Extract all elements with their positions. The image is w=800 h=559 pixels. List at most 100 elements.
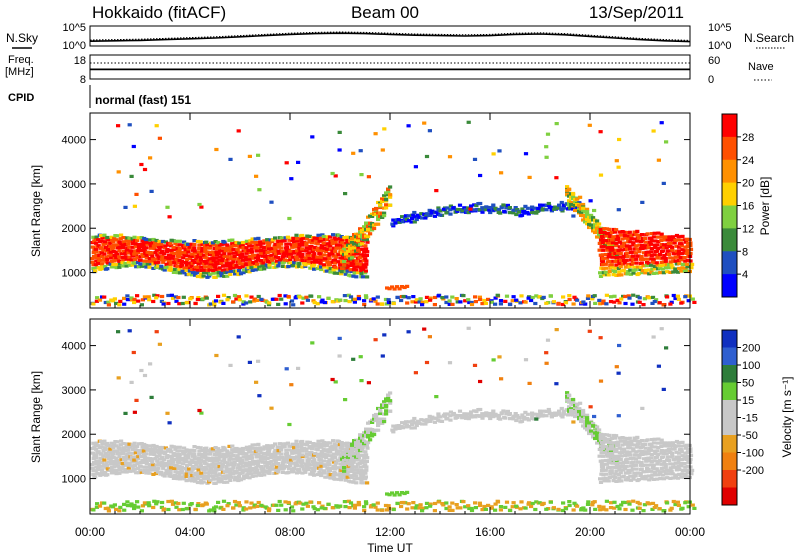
power-cell	[354, 275, 359, 279]
power-cell	[679, 244, 684, 248]
velocity-cell	[380, 508, 385, 512]
velocity-cell	[607, 458, 612, 462]
velocity-cell	[323, 449, 328, 453]
velocity-cell	[401, 500, 406, 505]
velocity-cell	[448, 414, 453, 418]
power-colorbar-cell	[722, 159, 737, 184]
velocity-cell	[333, 446, 338, 450]
velocity-cell	[201, 503, 206, 507]
power-cell	[249, 247, 254, 251]
power-cell	[130, 241, 135, 246]
power-cell	[139, 303, 144, 307]
velocity-cell	[139, 442, 144, 446]
velocity-cell	[405, 490, 410, 494]
velocity-cell	[480, 508, 485, 512]
velocity-cell	[290, 451, 295, 455]
velocity-cell	[624, 464, 629, 468]
power-cell	[616, 266, 621, 271]
power-cell	[325, 260, 330, 264]
power-cell	[665, 249, 670, 253]
velocity-cell	[318, 467, 323, 471]
power-cell	[333, 265, 338, 269]
velocity-cell	[345, 472, 350, 476]
power-cell	[295, 258, 300, 262]
power-cell	[97, 298, 103, 302]
power-cell	[198, 258, 203, 262]
velocity-cell	[219, 477, 224, 481]
power-cell	[115, 234, 120, 238]
power-cell	[133, 242, 138, 246]
velocity-cell	[466, 504, 471, 508]
power-cell	[105, 267, 110, 271]
power-cell	[141, 254, 146, 258]
power-cell	[219, 243, 224, 247]
velocity-cell	[181, 501, 186, 505]
power-cell	[685, 265, 690, 269]
power-cell	[166, 253, 171, 257]
power-cell	[643, 271, 648, 275]
power-cell	[540, 208, 545, 212]
velocity-cell	[685, 464, 690, 468]
velocity-cell	[180, 507, 185, 512]
power-cell	[643, 240, 648, 244]
velocity-cell	[679, 507, 684, 511]
velocity-cell	[102, 501, 107, 505]
velocity-colorbar-cell	[722, 365, 737, 383]
velocity-cell	[205, 449, 210, 453]
power-cell	[307, 240, 312, 244]
velocity-cell	[397, 426, 402, 430]
power-cell	[122, 249, 127, 253]
power-cell	[660, 267, 665, 271]
velocity-cell	[214, 353, 219, 358]
power-cell	[198, 252, 204, 256]
velocity-cell	[600, 459, 605, 463]
freq-unit-label: [MHz]	[5, 66, 34, 78]
power-cell	[102, 252, 107, 256]
power-cell	[642, 236, 648, 240]
power-cell	[424, 214, 429, 218]
velocity-cell	[247, 461, 252, 465]
velocity-cell	[679, 458, 685, 462]
velocity-cell	[626, 500, 631, 504]
freq-ytick-bottom-left: 8	[80, 74, 86, 86]
velocity-cell	[655, 469, 660, 473]
velocity-cell	[276, 470, 281, 474]
power-cell	[559, 200, 564, 205]
velocity-cell	[617, 467, 622, 471]
power-cell	[225, 274, 230, 278]
power-cell	[192, 243, 197, 247]
power-cell	[319, 246, 324, 250]
power-cell	[234, 265, 239, 269]
velocity-cell	[613, 465, 618, 469]
velocity-cell	[508, 508, 513, 513]
velocity-cell	[656, 364, 661, 368]
power-cell	[351, 259, 356, 263]
power-cell	[129, 298, 135, 302]
power-cell	[144, 246, 149, 250]
velocity-cell	[210, 462, 215, 466]
power-cell	[655, 235, 660, 239]
power-cell	[311, 299, 316, 303]
velocity-cell	[635, 435, 640, 439]
velocity-cell	[236, 501, 241, 505]
velocity-cell	[326, 502, 331, 506]
power-cell	[147, 256, 152, 261]
velocity-cell	[141, 460, 146, 464]
velocity-cell	[157, 453, 162, 457]
power-cell	[306, 253, 311, 257]
velocity-cell	[121, 464, 126, 468]
velocity-cell	[523, 506, 528, 510]
velocity-cell	[105, 473, 110, 477]
ytick-label: 3000	[62, 179, 86, 191]
power-cell	[205, 250, 210, 254]
velocity-cell	[688, 453, 694, 457]
power-cell	[172, 248, 177, 252]
velocity-cell	[472, 414, 477, 418]
power-cell	[541, 203, 547, 207]
power-cell	[138, 262, 143, 266]
velocity-cell	[334, 461, 339, 465]
velocity-cell	[213, 466, 218, 470]
power-cell	[363, 257, 368, 261]
velocity-cell	[213, 471, 218, 475]
velocity-cell	[228, 478, 233, 482]
